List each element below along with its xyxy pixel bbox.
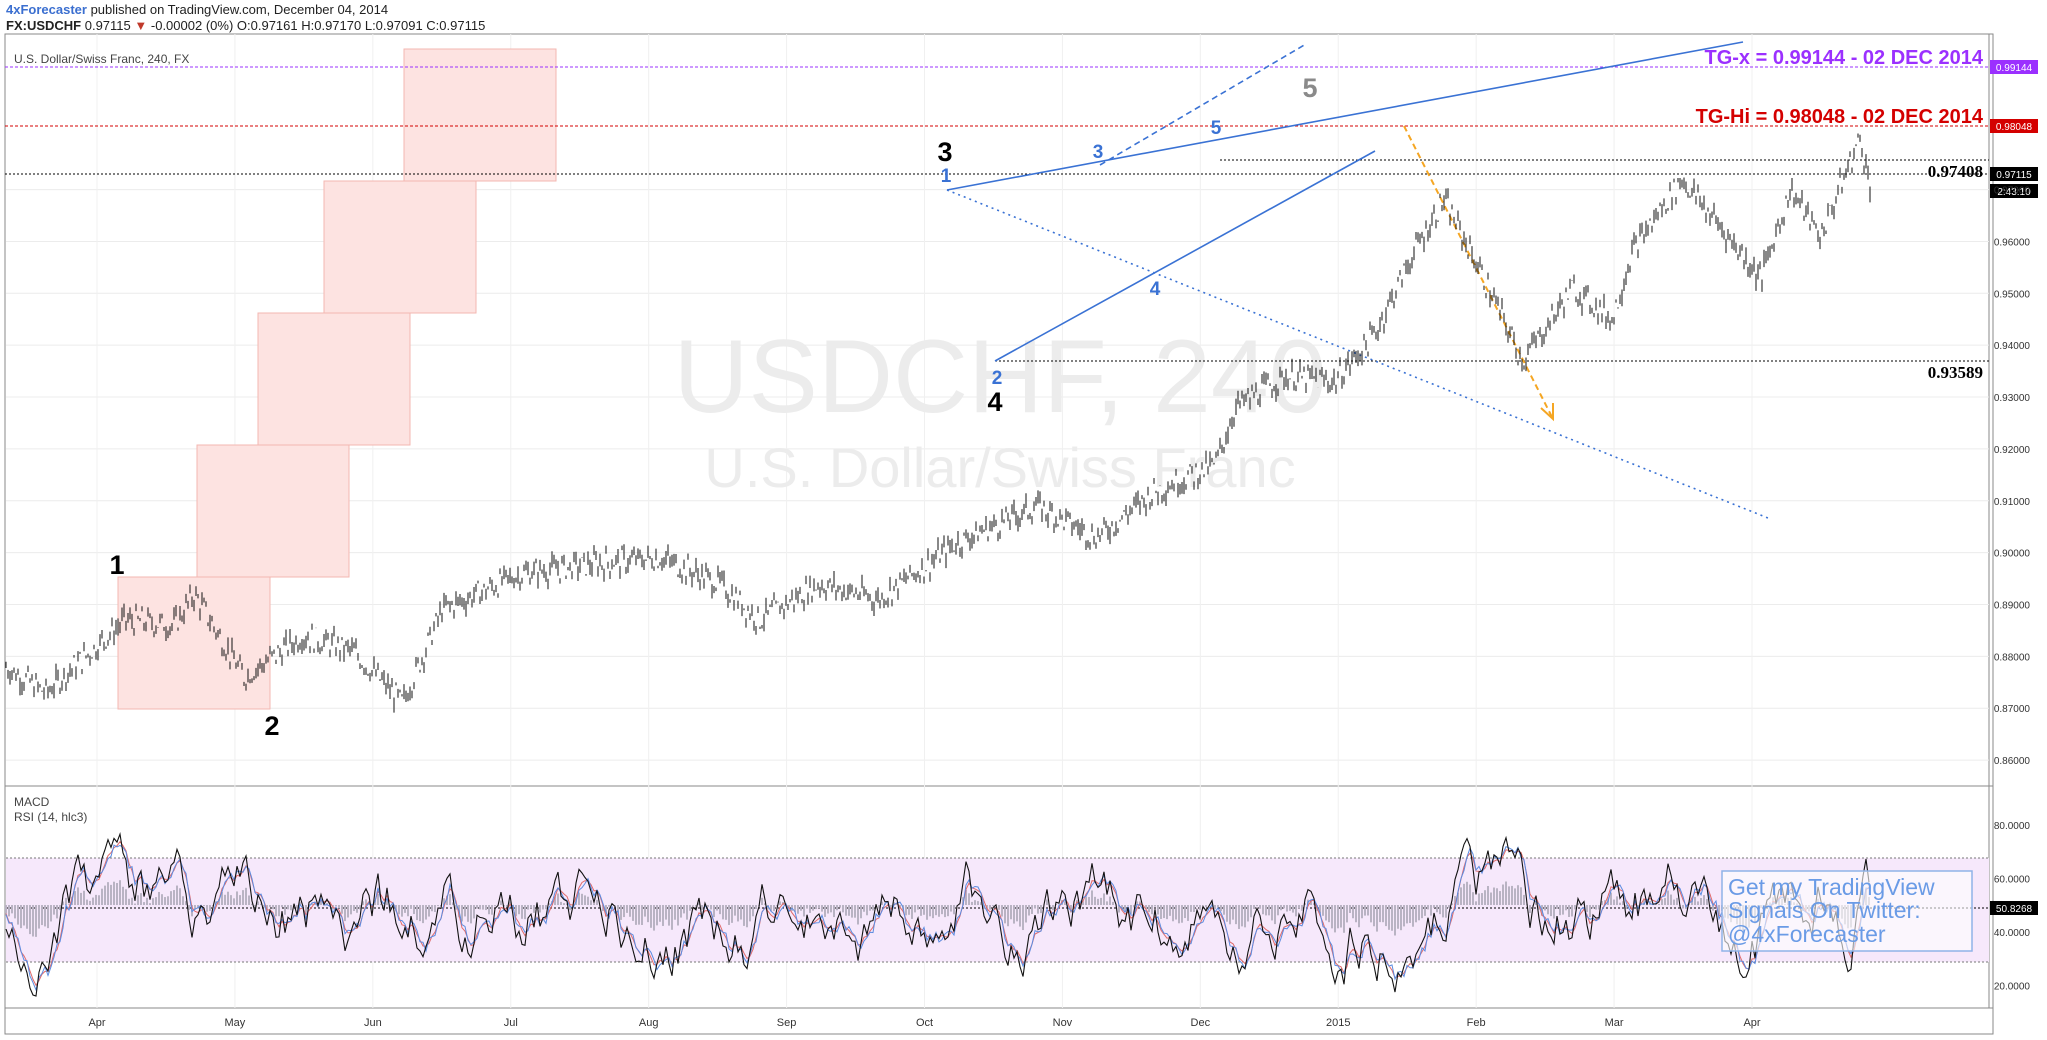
rsi-tick-label: 20.0000 xyxy=(1994,981,2031,992)
axis-tag-rsi xyxy=(1990,901,2038,915)
price-tick-label: 0.88000 xyxy=(1994,652,2031,663)
ohlc-values: O:0.97161 H:0.97170 L:0.97091 C:0.97115 xyxy=(236,18,486,33)
price-axis: 0.86000 0.87000 0.88000 0.89000 0.90000 0.910… xyxy=(1994,186,2031,767)
time-tick-label: May xyxy=(225,1017,246,1029)
rsi-line xyxy=(5,831,1870,997)
down-arrow-icon: ▼ xyxy=(134,18,148,33)
wave-label-minor-5: 5 xyxy=(1211,118,1222,139)
promo-line-1: Get my TradingView xyxy=(1728,874,1935,900)
watermark-symbol: USDCHF, 240 xyxy=(673,319,1326,435)
level-label-93589: 0.93589 xyxy=(1928,363,1983,382)
box-1 xyxy=(117,576,271,710)
axis-tag-rsi-text: 50.8268 xyxy=(1996,904,2033,915)
chart-header: 4xForecaster published on TradingView.co… xyxy=(6,2,485,34)
price-tick-label: 0.97000 xyxy=(1994,186,2031,197)
box-2 xyxy=(196,444,350,578)
published-text: published on TradingView.com, December 0… xyxy=(90,2,389,17)
wave-labels: 1 2 3 4 5 1 2 3 4 5 xyxy=(109,73,1317,741)
time-tick-label: 2015 xyxy=(1326,1017,1350,1029)
time-tick-label: Dec xyxy=(1191,1017,1211,1029)
price-tick-label: 0.86000 xyxy=(1994,756,2031,767)
box-5 xyxy=(403,48,557,182)
axis-tag-countdown xyxy=(1990,184,2038,198)
time-tick-label: Sep xyxy=(777,1017,797,1029)
time-tick-label: Nov xyxy=(1053,1017,1073,1029)
dashed-extension-line[interactable] xyxy=(1099,43,1307,166)
promo-frame xyxy=(1721,870,1973,952)
axis-tag-last-text: 0.97115 xyxy=(1996,170,2032,181)
lower-wedge-line[interactable] xyxy=(994,150,1376,362)
time-axis-frame xyxy=(4,1007,1994,1035)
watermark-name: U.S. Dollar/Swiss Franc xyxy=(704,436,1295,499)
wave-label-minor-4: 4 xyxy=(1150,279,1161,300)
time-tick-label: Jun xyxy=(364,1017,382,1029)
time-tick-label: Apr xyxy=(88,1017,105,1029)
time-tick-label: Feb xyxy=(1467,1017,1486,1029)
price-tick-label: 0.89000 xyxy=(1994,600,2031,611)
axis-tag-tg-x-text: 0.99144 xyxy=(1996,63,2033,74)
author-link[interactable]: 4xForecaster xyxy=(6,2,87,17)
time-axis: Apr May Jun Jul Aug Sep Oct Nov Dec 2015 Feb Mar Apr xyxy=(88,1017,1760,1029)
wave-label-minor-3: 3 xyxy=(1093,142,1104,163)
axis-tag-last xyxy=(1990,167,2038,181)
price-tick-label: 0.96000 xyxy=(1994,237,2031,248)
time-tick-label: Apr xyxy=(1743,1017,1760,1029)
upper-wedge-line[interactable] xyxy=(946,41,1744,191)
wave-label-primary-1: 1 xyxy=(109,550,124,580)
price-tick-label: 0.93000 xyxy=(1994,393,2031,404)
wave-label-primary-5: 5 xyxy=(1302,73,1317,103)
time-tick-label: Mar xyxy=(1605,1017,1624,1029)
price-tick-label: 0.91000 xyxy=(1994,497,2031,508)
axis-tag-tg-hi-text: 0.98048 xyxy=(1996,122,2033,133)
promo-line-3[interactable]: @4xForecaster xyxy=(1728,921,1886,947)
symbol-label: FX:USDCHF xyxy=(6,18,82,33)
wave-label-minor-1: 1 xyxy=(941,166,952,187)
wave-label-minor-2: 2 xyxy=(992,368,1003,389)
level-label-97408: 0.97408 xyxy=(1928,162,1983,181)
price-tick-label: 0.92000 xyxy=(1994,445,2031,456)
projection-arrow-head xyxy=(1540,403,1554,422)
rsi-tick-label: 80.0000 xyxy=(1994,821,2031,832)
axis-tag-tg-x xyxy=(1990,60,2038,74)
wave-label-primary-2: 2 xyxy=(264,711,279,741)
rsi-tick-label: 40.0000 xyxy=(1994,928,2031,939)
rsi-tick-label: 60.0000 xyxy=(1994,874,2031,885)
last-price: 0.97115 xyxy=(84,18,131,33)
price-change: -0.00002 (0%) xyxy=(150,18,234,33)
level-label-tg-x: TG-x = 0.99144 - 02 DEC 2014 xyxy=(1705,47,1984,69)
box-4 xyxy=(323,180,477,314)
box-3 xyxy=(257,312,411,446)
axis-tag-countdown-text: 2:43:10 xyxy=(1997,187,2031,198)
wave-label-primary-3: 3 xyxy=(937,137,952,167)
price-tick-label: 0.87000 xyxy=(1994,704,2031,715)
rsi-axis: 20.0000 40.0000 60.0000 80.0000 xyxy=(1994,821,2031,993)
staircase-boxes xyxy=(117,48,557,710)
candle-series xyxy=(5,133,1871,713)
time-tick-label: Jul xyxy=(504,1017,518,1029)
level-label-tg-hi: TG-Hi = 0.98048 - 02 DEC 2014 xyxy=(1696,106,1984,128)
wave-label-primary-4: 4 xyxy=(987,387,1002,417)
price-tick-label: 0.94000 xyxy=(1994,341,2031,352)
macd-label: MACD xyxy=(14,795,50,809)
axis-tag-tg-hi xyxy=(1990,119,2038,133)
rsi-label: RSI (14, hlc3) xyxy=(14,810,87,824)
price-tick-label: 0.90000 xyxy=(1994,549,2031,560)
price-tick-label: 0.95000 xyxy=(1994,289,2031,300)
promo-line-2: Signals On Twitter: xyxy=(1728,897,1921,923)
time-tick-label: Aug xyxy=(639,1017,659,1029)
promo-box[interactable]: Get my TradingView Signals On Twitter: @… xyxy=(1721,870,1973,952)
chart-title: U.S. Dollar/Swiss Franc, 240, FX xyxy=(14,52,189,66)
time-tick-label: Oct xyxy=(916,1017,933,1029)
